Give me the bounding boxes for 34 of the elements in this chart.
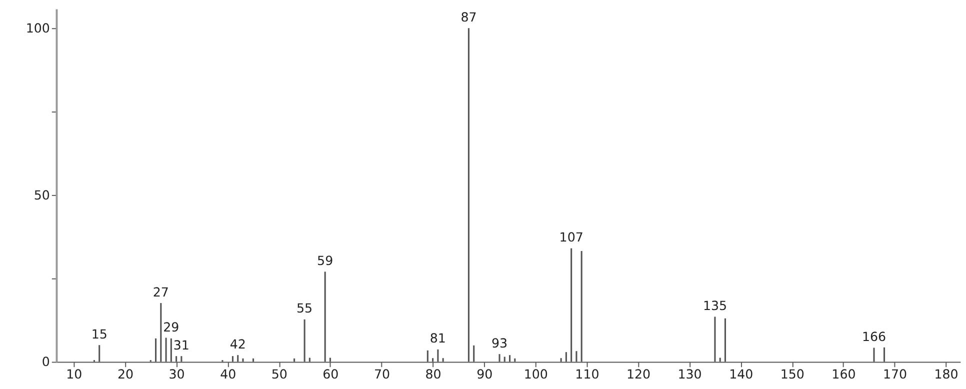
annotation: 42	[230, 336, 246, 352]
x-tick-label: 170	[882, 366, 908, 382]
annotation: 87	[460, 9, 477, 24]
annotation: 93	[491, 335, 508, 350]
x-tick-label: 50	[271, 366, 288, 382]
x-tick-label: 130	[678, 366, 702, 382]
x-tick-label: 140	[729, 366, 754, 382]
y-tick-label: 0	[42, 354, 50, 370]
x-tick-label: 10	[66, 366, 82, 382]
x-tick-label: 180	[934, 366, 958, 382]
annotation: 29	[163, 320, 180, 335]
x-tick-label: 20	[117, 366, 134, 382]
y-tick-label: 100	[26, 20, 50, 36]
annotation: 15	[91, 326, 108, 342]
x-tick-label: 40	[220, 366, 236, 382]
x-tick-label: 70	[374, 366, 390, 382]
x-tick-label: 110	[575, 366, 600, 382]
annotation: 135	[702, 298, 727, 313]
x-tick-label: 100	[524, 366, 548, 382]
annotation: 81	[430, 330, 446, 346]
x-tick-label: 60	[322, 366, 339, 382]
x-tick-label: 80	[425, 366, 442, 382]
annotation: 31	[173, 337, 190, 352]
x-tick-label: 30	[168, 366, 185, 382]
x-tick-label: 120	[626, 366, 651, 382]
annotation: 27	[152, 284, 169, 300]
x-tick-label: 160	[832, 366, 856, 382]
annotation: 59	[317, 252, 334, 268]
annotation: 107	[559, 230, 584, 245]
y-tick-label: 50	[34, 187, 50, 202]
x-tick-label: 150	[780, 366, 804, 382]
annotation: 166	[862, 328, 886, 344]
x-tick-label: 90	[476, 366, 493, 382]
annotation: 55	[296, 300, 313, 316]
